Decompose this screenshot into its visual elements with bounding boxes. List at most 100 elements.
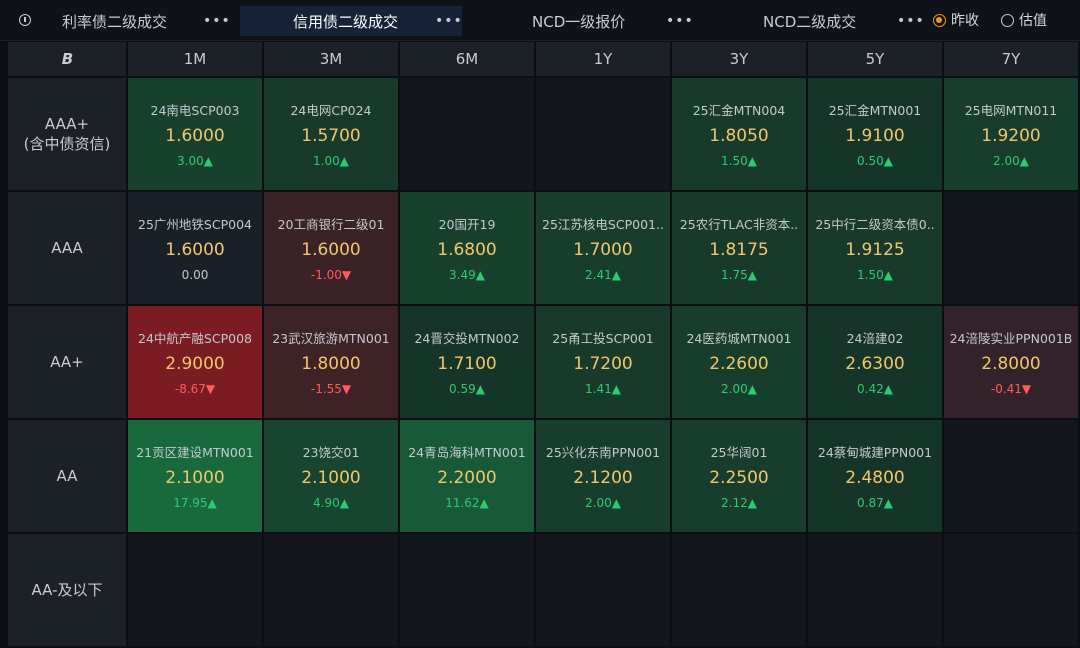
rating-header: AA bbox=[8, 420, 126, 532]
bond-name: 24电网CP024 bbox=[290, 103, 372, 118]
radio-selected-icon[interactable] bbox=[933, 13, 946, 27]
radio-label: 估值 bbox=[1019, 13, 1047, 29]
bond-cell[interactable]: 25甬工投SCP001 1.7200 1.41▲ bbox=[536, 306, 670, 418]
bond-change: 3.49▲ bbox=[449, 268, 485, 282]
tenor-header-6m[interactable]: 6M bbox=[400, 42, 534, 76]
bond-change: 1.50▲ bbox=[721, 154, 757, 168]
bond-yield: 2.6300 bbox=[845, 354, 905, 374]
bond-name: 24晋交投MTN002 bbox=[414, 331, 520, 346]
more-dots-icon[interactable]: ••• bbox=[897, 13, 925, 29]
bond-cell[interactable]: 24蔡甸城建PPN001 2.4800 0.87▲ bbox=[808, 420, 942, 532]
radio-unselected-icon[interactable] bbox=[1001, 13, 1014, 27]
empty-cell bbox=[944, 534, 1078, 646]
rating-row: AA-及以下 bbox=[8, 534, 1078, 646]
bond-cell[interactable]: 24医药城MTN001 2.2600 2.00▲ bbox=[672, 306, 806, 418]
bond-change: 0.50▲ bbox=[857, 154, 893, 168]
bond-name: 23武汉旅游MTN001 bbox=[272, 331, 390, 346]
rating-row: AAA 25广州地铁SCP004 1.6000 0.00 20工商银行二级01 1.600… bbox=[8, 192, 1078, 304]
bond-cell[interactable]: 24中航产融SCP008 2.9000 -8.67▼ bbox=[128, 306, 262, 418]
bond-name: 23饶交01 bbox=[302, 445, 360, 460]
bond-name: 24医药城MTN001 bbox=[686, 331, 792, 346]
bond-cell[interactable]: 20国开19 1.6800 3.49▲ bbox=[400, 192, 534, 304]
radio-valuation[interactable]: 估值 bbox=[1001, 10, 1047, 30]
bond-name: 25中行二级资本债0.. bbox=[815, 217, 935, 232]
bond-change: -1.55▼ bbox=[310, 382, 352, 396]
bond-name: 25江苏核电SCP001.. bbox=[542, 217, 664, 232]
empty-cell bbox=[128, 534, 262, 646]
tab-ncd-secondary[interactable]: NCD二级成交 ••• bbox=[763, 6, 924, 36]
tab-label: NCD一级报价 bbox=[532, 12, 626, 31]
corner-cell: B bbox=[8, 42, 126, 76]
bond-change: 0.42▲ bbox=[857, 382, 893, 396]
bond-yield: 1.9200 bbox=[981, 126, 1041, 146]
tenor-header-5y[interactable]: 5Y bbox=[808, 42, 942, 76]
bond-cell[interactable]: 24青岛海科MTN001 2.2000 11.62▲ bbox=[400, 420, 534, 532]
tab-rate-bond-secondary[interactable]: 利率债二级成交 ••• bbox=[62, 6, 230, 36]
tab-credit-bond-secondary[interactable]: 信用债二级成交 ••• bbox=[240, 6, 462, 36]
bond-cell[interactable]: 25江苏核电SCP001.. 1.7000 2.41▲ bbox=[536, 192, 670, 304]
bond-change: 2.00▲ bbox=[585, 496, 621, 510]
bond-name: 24南电SCP003 bbox=[150, 103, 240, 118]
bond-change: 17.95▲ bbox=[173, 496, 217, 510]
bond-cell[interactable]: 24涪陵实业PPN001B 2.8000 -0.41▼ bbox=[944, 306, 1078, 418]
rating-label: AA-及以下 bbox=[31, 581, 103, 599]
bond-yield: 1.9100 bbox=[845, 126, 905, 146]
info-icon[interactable] bbox=[19, 14, 31, 26]
b-logo-icon: B bbox=[61, 50, 73, 68]
bond-change: 11.62▲ bbox=[445, 496, 489, 510]
bond-cell[interactable]: 21贡区建设MTN001 2.1000 17.95▲ bbox=[128, 420, 262, 532]
bond-cell[interactable]: 24晋交投MTN002 1.7100 0.59▲ bbox=[400, 306, 534, 418]
rating-row: AA 21贡区建设MTN001 2.1000 17.95▲ 23饶交01 2.1000 4.… bbox=[8, 420, 1078, 532]
bond-yield: 1.5700 bbox=[301, 126, 361, 146]
radio-label: 昨收 bbox=[951, 13, 979, 29]
bond-cell[interactable]: 24南电SCP003 1.6000 3.00▲ bbox=[128, 78, 262, 190]
tab-label: 信用债二级成交 bbox=[293, 12, 399, 31]
bond-yield: 1.8050 bbox=[709, 126, 769, 146]
bond-yield: 2.2000 bbox=[437, 468, 497, 488]
bond-yield: 1.8175 bbox=[709, 240, 769, 260]
more-dots-icon[interactable]: ••• bbox=[435, 13, 463, 29]
bond-change: 2.12▲ bbox=[721, 496, 757, 510]
bond-cell[interactable]: 25农行TLAC非资本.. 1.8175 1.75▲ bbox=[672, 192, 806, 304]
bond-name: 25华阔01 bbox=[710, 445, 768, 460]
tenor-header-3m[interactable]: 3M bbox=[264, 42, 398, 76]
more-dots-icon[interactable]: ••• bbox=[203, 13, 231, 29]
bond-change: -0.41▼ bbox=[990, 382, 1032, 396]
bond-yield: 1.6000 bbox=[165, 126, 225, 146]
bond-cell[interactable]: 25中行二级资本债0.. 1.9125 1.50▲ bbox=[808, 192, 942, 304]
rating-label: AA bbox=[56, 467, 78, 485]
bond-cell[interactable]: 25汇金MTN004 1.8050 1.50▲ bbox=[672, 78, 806, 190]
more-dots-icon[interactable]: ••• bbox=[666, 13, 694, 29]
bond-cell[interactable]: 20工商银行二级01 1.6000 -1.00▼ bbox=[264, 192, 398, 304]
bond-name: 20国开19 bbox=[438, 217, 496, 232]
bond-cell[interactable]: 25广州地铁SCP004 1.6000 0.00 bbox=[128, 192, 262, 304]
bond-cell[interactable]: 25华阔01 2.2500 2.12▲ bbox=[672, 420, 806, 532]
tab-ncd-primary-quote[interactable]: NCD一级报价 ••• bbox=[532, 6, 693, 36]
tenor-header-1y[interactable]: 1Y bbox=[536, 42, 670, 76]
bond-cell[interactable]: 23武汉旅游MTN001 1.8000 -1.55▼ bbox=[264, 306, 398, 418]
bond-cell[interactable]: 25电网MTN011 1.9200 2.00▲ bbox=[944, 78, 1078, 190]
bond-change: 0.00 bbox=[181, 268, 209, 282]
empty-cell bbox=[672, 534, 806, 646]
bond-cell[interactable]: 24涪建02 2.6300 0.42▲ bbox=[808, 306, 942, 418]
bond-yield: 2.2500 bbox=[709, 468, 769, 488]
bond-cell[interactable]: 25兴化东南PPN001 2.1200 2.00▲ bbox=[536, 420, 670, 532]
bond-name: 25广州地铁SCP004 bbox=[138, 217, 252, 232]
bond-change: 3.00▲ bbox=[177, 154, 213, 168]
bond-change: -1.00▼ bbox=[310, 268, 352, 282]
bond-cell[interactable]: 24电网CP024 1.5700 1.00▲ bbox=[264, 78, 398, 190]
bond-name: 24涪建02 bbox=[846, 331, 904, 346]
bond-change: 0.59▲ bbox=[449, 382, 485, 396]
tenor-header-1m[interactable]: 1M bbox=[128, 42, 262, 76]
bond-cell[interactable]: 25汇金MTN001 1.9100 0.50▲ bbox=[808, 78, 942, 190]
bond-change: 1.00▲ bbox=[313, 154, 349, 168]
bond-yield: 1.7200 bbox=[573, 354, 633, 374]
bond-cell[interactable]: 23饶交01 2.1000 4.90▲ bbox=[264, 420, 398, 532]
bond-name: 24青岛海科MTN001 bbox=[408, 445, 526, 460]
radio-prev-close[interactable]: 昨收 bbox=[933, 10, 979, 30]
bond-change: 1.41▲ bbox=[585, 382, 621, 396]
tenor-header-7y[interactable]: 7Y bbox=[944, 42, 1078, 76]
tenor-header-3y[interactable]: 3Y bbox=[672, 42, 806, 76]
rating-header: AAA bbox=[8, 192, 126, 304]
empty-cell bbox=[400, 534, 534, 646]
